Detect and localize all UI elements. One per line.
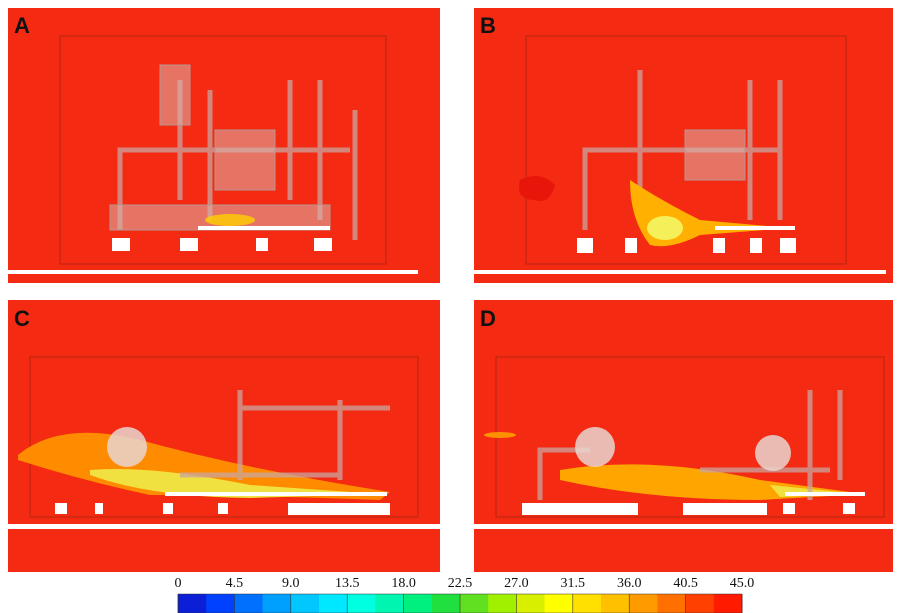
colorbar-segment — [178, 594, 207, 613]
block — [112, 238, 130, 251]
block — [522, 503, 638, 515]
colorbar: 0 4.5 9.0 13.5 18.0 22.5 27.0 31.5 36.0 40.5 45.0 — [175, 576, 755, 613]
panel-bg — [474, 300, 893, 572]
colorbar-segment — [234, 594, 263, 613]
plate — [715, 226, 795, 230]
colorbar-segment — [319, 594, 348, 613]
colorbar-segment — [375, 594, 404, 613]
colorbar-segment — [432, 594, 461, 613]
block — [95, 503, 103, 514]
colorbar-segment — [573, 594, 602, 613]
panel-label: C — [14, 306, 30, 331]
colorbar-segment — [601, 594, 630, 613]
tick-label: 9.0 — [282, 576, 300, 591]
block — [288, 503, 390, 515]
plume — [484, 432, 516, 438]
tick-label: 31.5 — [561, 576, 586, 591]
block — [256, 238, 268, 251]
tank — [575, 427, 615, 467]
colorbar-segment — [545, 594, 574, 613]
tick-label: 27.0 — [504, 576, 529, 591]
block — [180, 238, 198, 251]
colorbar-segment — [686, 594, 715, 613]
colorbar-segment — [206, 594, 235, 613]
colorbar-segment — [404, 594, 433, 613]
block — [625, 238, 637, 253]
block — [577, 238, 593, 253]
stripe — [474, 524, 893, 529]
panel: A — [8, 8, 440, 283]
tick-label: 36.0 — [617, 576, 642, 591]
tick-label: 4.5 — [226, 576, 244, 591]
tick-label: 40.5 — [673, 576, 698, 591]
plate — [165, 492, 387, 496]
tick-label: 13.5 — [335, 576, 360, 591]
colorbar-segment — [291, 594, 320, 613]
plume-core — [647, 216, 683, 240]
colorbar-segment — [263, 594, 292, 613]
plate — [198, 226, 330, 230]
colorbar-segment — [488, 594, 517, 613]
block — [713, 238, 725, 253]
block — [163, 503, 173, 514]
block — [683, 503, 767, 515]
tank — [215, 130, 275, 190]
valve — [160, 65, 190, 125]
stripe — [8, 524, 440, 529]
stripe — [474, 270, 886, 274]
colorbar-segment — [460, 594, 489, 613]
panel: D — [474, 300, 893, 572]
tank — [685, 130, 745, 180]
block — [55, 503, 67, 514]
block — [783, 503, 795, 514]
panel-label: B — [480, 13, 496, 38]
plate — [785, 492, 865, 496]
tick-label: 0 — [175, 576, 182, 591]
colorbar-segment — [347, 594, 376, 613]
panel-label: D — [480, 306, 496, 331]
colorbar-segment — [516, 594, 545, 613]
tick-label: 22.5 — [448, 576, 473, 591]
tick-label: 45.0 — [730, 576, 755, 591]
colorbar-segment — [714, 594, 743, 613]
colorbar-segment — [657, 594, 686, 613]
figure: A B C — [0, 0, 901, 613]
block — [750, 238, 762, 253]
block — [218, 503, 228, 514]
stripe — [8, 270, 418, 274]
block — [780, 238, 796, 253]
block — [314, 238, 332, 251]
panel: B — [474, 8, 893, 283]
block — [843, 503, 855, 514]
panel-label: A — [14, 13, 30, 38]
tank — [107, 427, 147, 467]
panel: C — [8, 300, 440, 572]
tank — [755, 435, 791, 471]
plume — [205, 214, 255, 226]
tick-label: 18.0 — [391, 576, 416, 591]
colorbar-segment — [629, 594, 658, 613]
